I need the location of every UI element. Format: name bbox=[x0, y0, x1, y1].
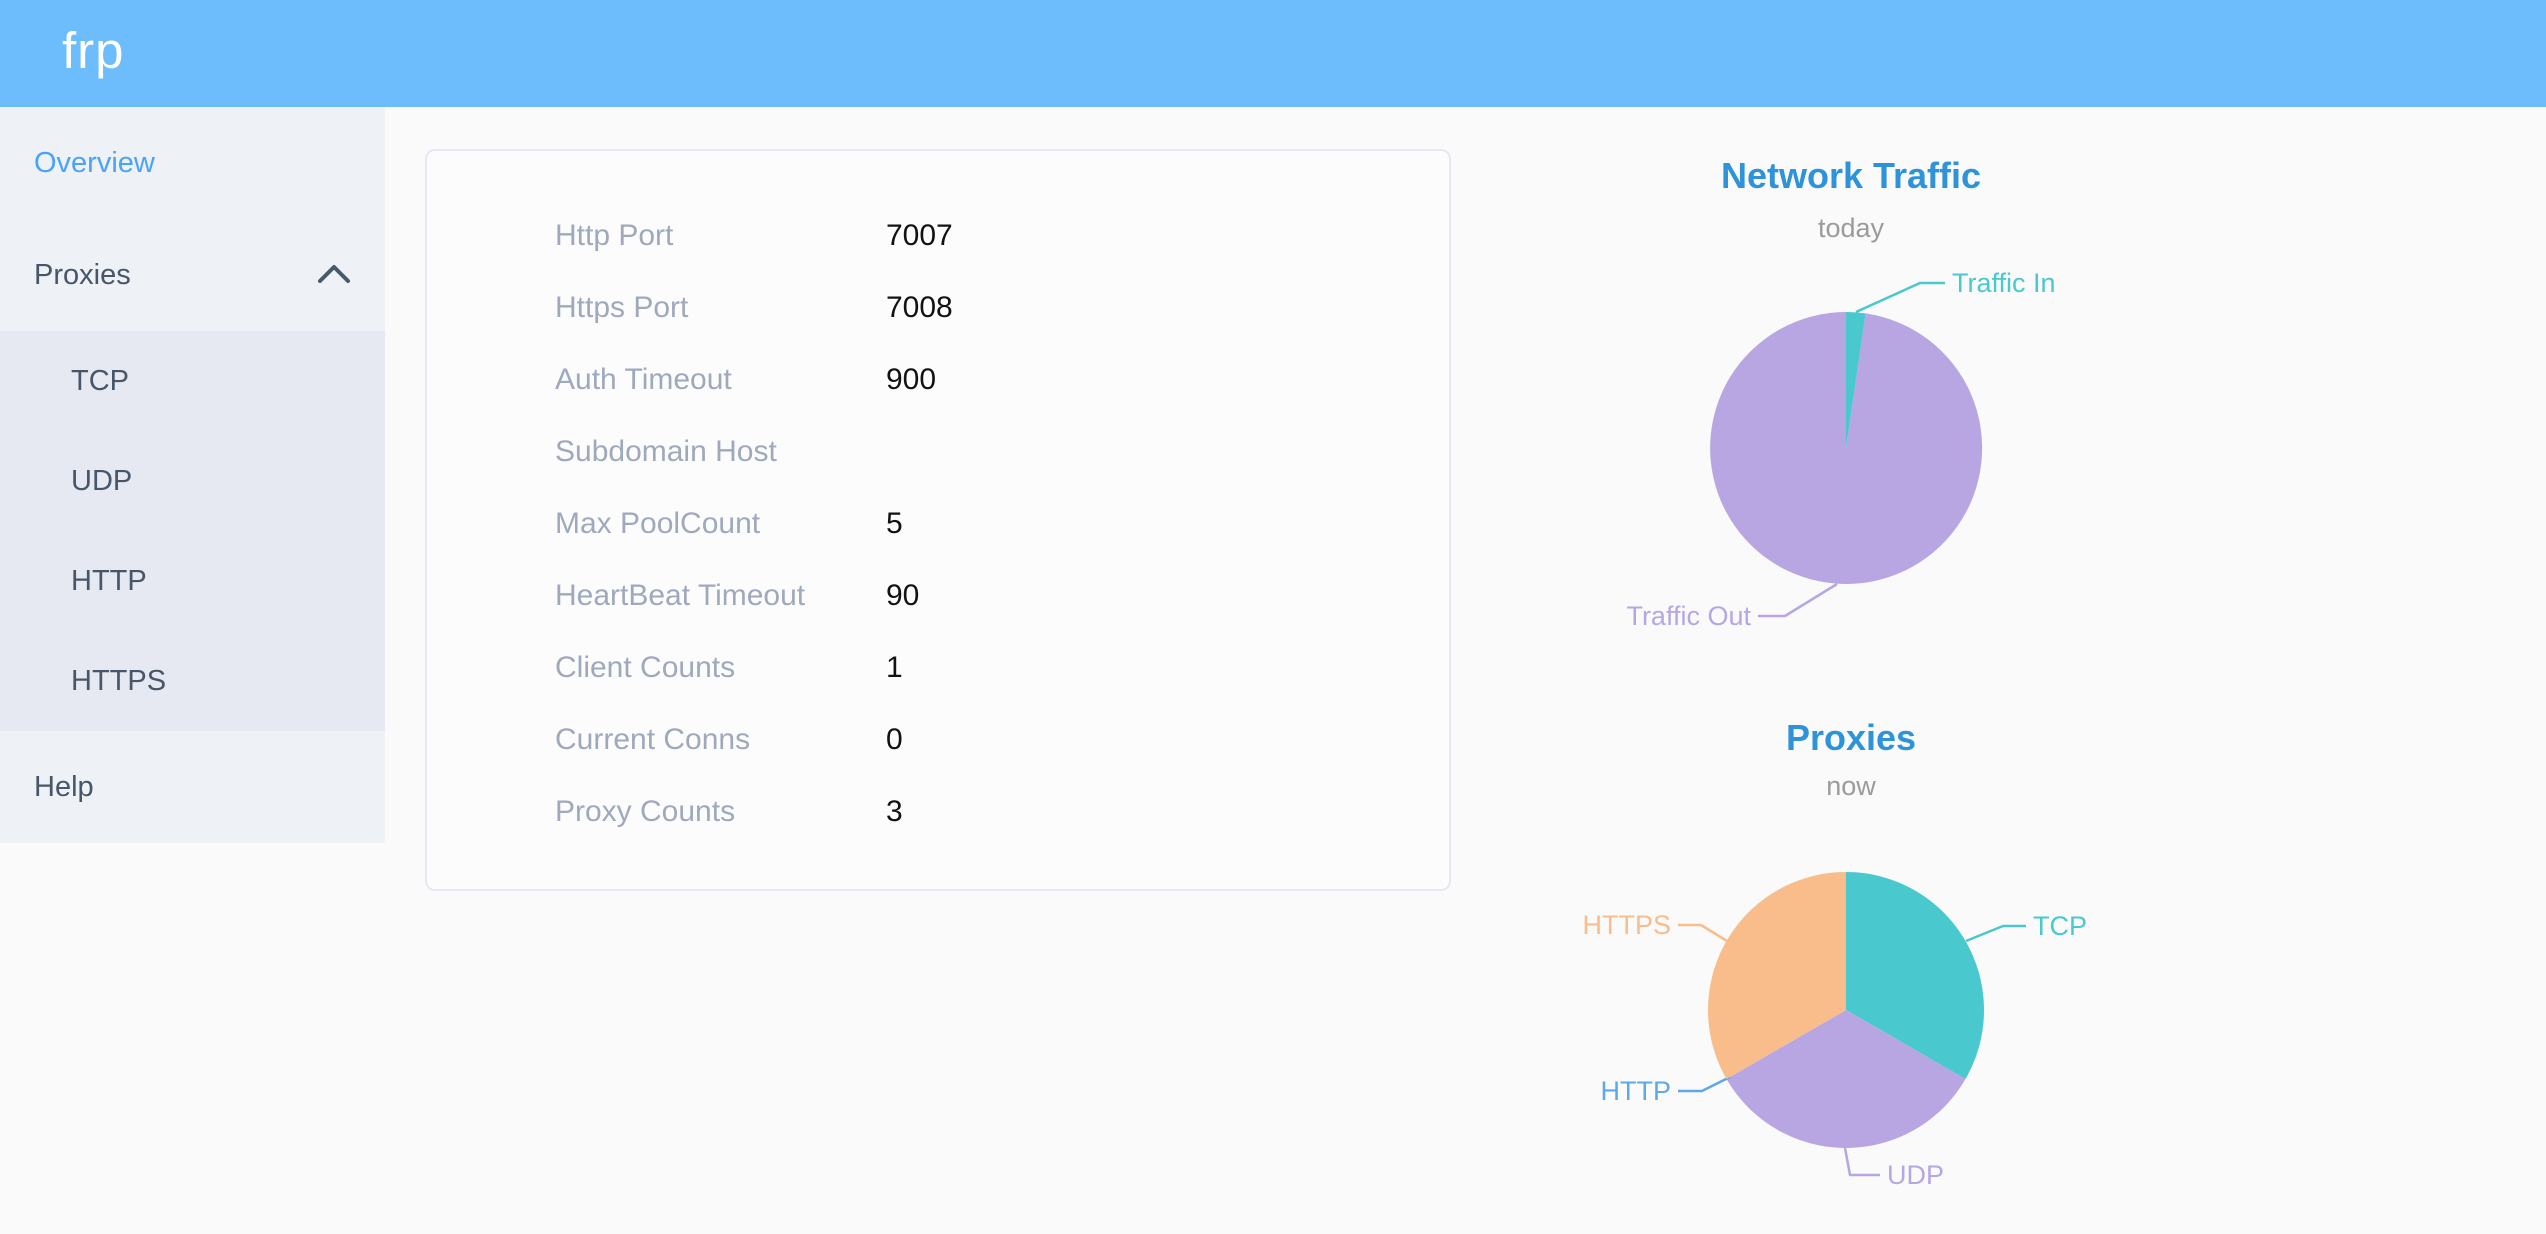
network-traffic-pie-chart: Traffic In Traffic Out bbox=[1626, 268, 2056, 631]
proxies-pie-chart: TCP UDP HTTP HTTPS bbox=[1582, 872, 2087, 1190]
config-value: 5 bbox=[886, 507, 903, 540]
sidebar-item-proxies[interactable]: Proxies bbox=[0, 219, 385, 331]
config-value: 1 bbox=[886, 651, 903, 684]
config-row: Https Port 7008 bbox=[427, 272, 1449, 344]
sidebar-item-proxies-label: Proxies bbox=[34, 259, 131, 291]
pie-slice-https[interactable] bbox=[1708, 872, 1846, 1079]
sidebar-item-https[interactable]: HTTPS bbox=[71, 665, 167, 697]
sidebar-item-help-label: Help bbox=[34, 771, 94, 803]
proxies-chart-subtitle: now bbox=[1826, 771, 1876, 801]
pie-slice-traffic-in[interactable] bbox=[1846, 311, 1866, 448]
pie-slice-udp[interactable] bbox=[1726, 1010, 1966, 1148]
config-row: Subdomain Host bbox=[427, 416, 1449, 488]
sidebar: Overview Proxies TCP UDP HTTP HTTPS Help bbox=[0, 107, 385, 843]
chevron-up-icon bbox=[318, 265, 350, 283]
pie-label-traffic-out: Traffic Out bbox=[1626, 601, 1751, 631]
pie-slice-tcp[interactable] bbox=[1846, 872, 1984, 1079]
config-value: 7008 bbox=[886, 291, 953, 324]
config-value: 90 bbox=[886, 579, 920, 612]
app-logo: frp bbox=[62, 22, 125, 79]
pie-label-line-traffic-out bbox=[1758, 582, 1838, 618]
pie-label-traffic-in: Traffic In bbox=[1952, 268, 2056, 298]
pie-label-line-traffic-in bbox=[1855, 281, 1945, 314]
pie-label-line-tcp bbox=[1965, 924, 2026, 943]
config-row: Proxy Counts 3 bbox=[427, 776, 1449, 848]
pie-label-udp: UDP bbox=[1887, 1160, 1944, 1190]
config-label: Client Counts bbox=[555, 651, 736, 684]
pie-label-line-udp bbox=[1843, 1147, 1880, 1177]
config-row: Auth Timeout 900 bbox=[427, 344, 1449, 416]
config-label: Subdomain Host bbox=[555, 435, 777, 468]
sidebar-item-http[interactable]: HTTP bbox=[71, 565, 147, 597]
pie-label-http: HTTP bbox=[1601, 1076, 1672, 1106]
config-label: Http Port bbox=[555, 219, 674, 252]
pie-label-line-http bbox=[1678, 1075, 1731, 1093]
sidebar-item-overview[interactable]: Overview bbox=[0, 107, 385, 219]
config-label: HeartBeat Timeout bbox=[555, 579, 806, 612]
config-row: Http Port 7007 bbox=[427, 200, 1449, 272]
config-row: Max PoolCount 5 bbox=[427, 488, 1449, 560]
sidebar-item-help[interactable]: Help bbox=[0, 731, 385, 843]
config-row: Current Conns 0 bbox=[427, 704, 1449, 776]
config-label: Max PoolCount bbox=[555, 507, 761, 540]
config-label: Current Conns bbox=[555, 723, 751, 756]
sidebar-item-tcp[interactable]: TCP bbox=[71, 365, 129, 397]
config-value: 900 bbox=[886, 363, 937, 396]
config-value: 7007 bbox=[886, 219, 953, 252]
network-traffic-chart-subtitle: today bbox=[1817, 213, 1885, 243]
pie-label-line-https bbox=[1678, 923, 1728, 943]
config-value: 0 bbox=[886, 723, 903, 756]
proxies-chart-title: Proxies bbox=[1785, 717, 1917, 758]
app-header: frp bbox=[0, 0, 2546, 107]
pie-slice-traffic-out[interactable] bbox=[1710, 312, 1983, 584]
config-label: Auth Timeout bbox=[555, 363, 732, 396]
charts-panel: Network Traffic today Traffic In Traffic … bbox=[1451, 107, 2251, 1234]
config-row: Client Counts 1 bbox=[427, 632, 1449, 704]
sidebar-item-overview-label: Overview bbox=[34, 147, 155, 179]
config-value: 3 bbox=[886, 795, 903, 828]
network-traffic-chart-title: Network Traffic bbox=[1720, 155, 1982, 196]
pie-label-https: HTTPS bbox=[1582, 910, 1671, 940]
pie-label-tcp: TCP bbox=[2033, 911, 2087, 941]
config-label: Https Port bbox=[555, 291, 689, 324]
config-rows: Http Port 7007 Https Port 7008 Auth Time… bbox=[427, 200, 1449, 848]
sidebar-submenu-proxies: TCP UDP HTTP HTTPS bbox=[0, 331, 385, 731]
config-label: Proxy Counts bbox=[555, 795, 736, 828]
server-config-card: Http Port 7007 Https Port 7008 Auth Time… bbox=[425, 149, 1451, 891]
config-row: HeartBeat Timeout 90 bbox=[427, 560, 1449, 632]
sidebar-item-udp[interactable]: UDP bbox=[71, 465, 133, 497]
